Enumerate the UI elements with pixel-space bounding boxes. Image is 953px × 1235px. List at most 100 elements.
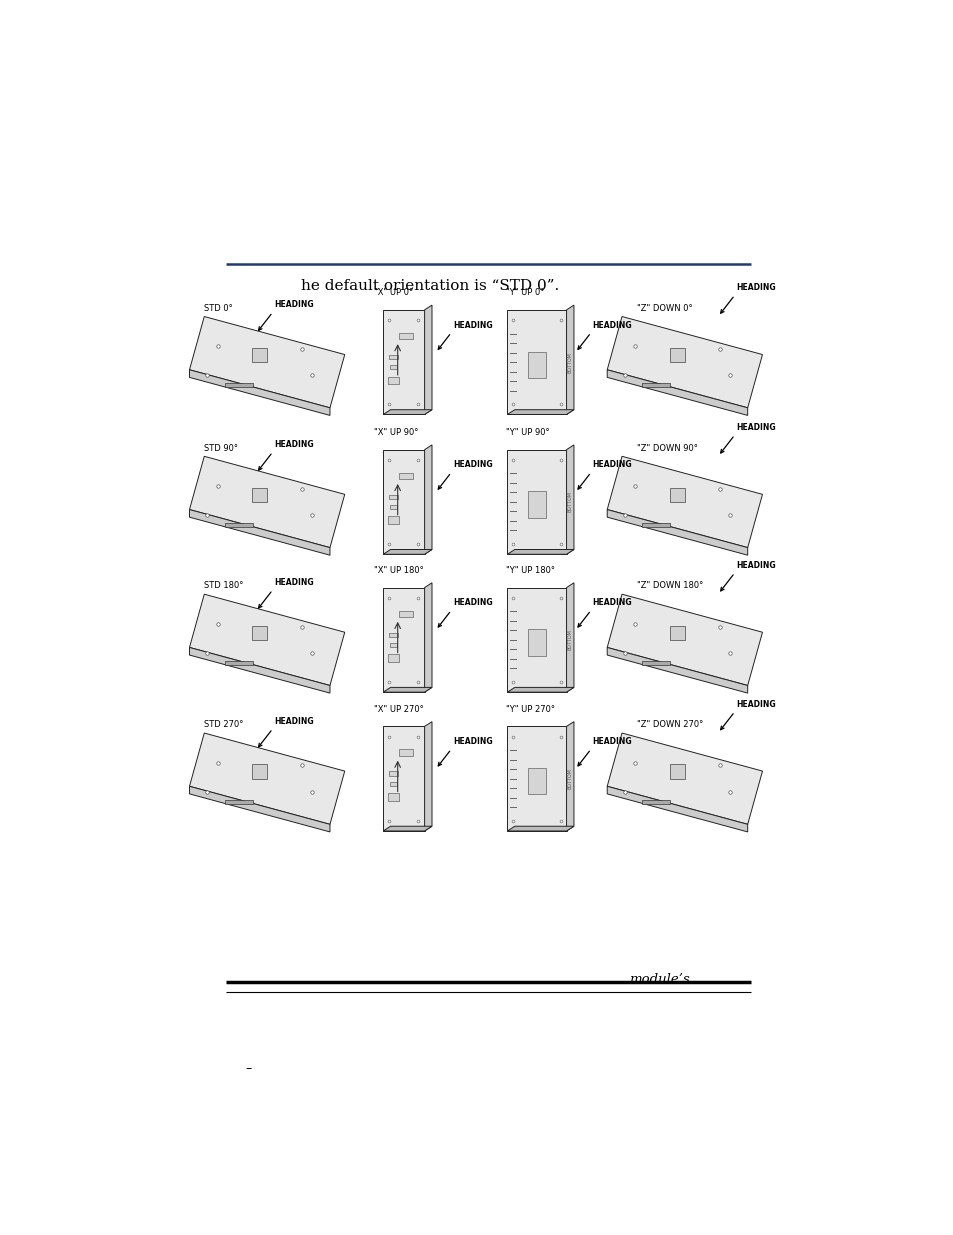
Bar xyxy=(389,772,397,776)
Polygon shape xyxy=(252,488,267,501)
Text: –: – xyxy=(245,1062,252,1076)
Polygon shape xyxy=(224,800,253,804)
Polygon shape xyxy=(606,734,761,824)
Text: "Z" DOWN 180°: "Z" DOWN 180° xyxy=(637,582,702,590)
Text: HEADING: HEADING xyxy=(736,561,775,569)
Bar xyxy=(390,366,396,369)
Text: HEADING: HEADING xyxy=(274,716,314,726)
Polygon shape xyxy=(224,383,253,388)
Text: "Z" DOWN 0°: "Z" DOWN 0° xyxy=(637,304,692,312)
Polygon shape xyxy=(669,764,684,779)
Polygon shape xyxy=(507,550,574,555)
Text: module’s: module’s xyxy=(628,973,689,986)
Polygon shape xyxy=(383,688,432,692)
Polygon shape xyxy=(424,721,432,831)
Polygon shape xyxy=(507,688,574,692)
Polygon shape xyxy=(566,305,574,415)
Polygon shape xyxy=(224,524,253,527)
Text: "Y" UP 270°: "Y" UP 270° xyxy=(505,705,555,714)
Polygon shape xyxy=(190,647,330,693)
Polygon shape xyxy=(641,661,670,666)
Bar xyxy=(528,352,545,378)
Polygon shape xyxy=(424,305,432,415)
Polygon shape xyxy=(566,721,574,831)
Text: "X" UP 180°: "X" UP 180° xyxy=(374,566,424,576)
Polygon shape xyxy=(606,316,761,408)
Bar xyxy=(398,750,413,756)
Bar xyxy=(528,768,545,794)
Polygon shape xyxy=(190,734,344,824)
Polygon shape xyxy=(507,826,574,831)
Text: HEADING: HEADING xyxy=(453,461,492,469)
Polygon shape xyxy=(606,647,747,693)
Text: BOTTOM: BOTTOM xyxy=(567,768,572,789)
Polygon shape xyxy=(424,583,432,692)
Text: "X" UP 0°: "X" UP 0° xyxy=(374,289,413,298)
Polygon shape xyxy=(606,594,761,685)
Text: HEADING: HEADING xyxy=(453,737,492,746)
Polygon shape xyxy=(224,661,253,666)
Polygon shape xyxy=(190,316,344,408)
Text: STD 270°: STD 270° xyxy=(204,720,243,729)
Polygon shape xyxy=(507,726,566,831)
Bar xyxy=(390,643,396,647)
Polygon shape xyxy=(383,826,432,831)
Text: HEADING: HEADING xyxy=(274,440,314,450)
Text: HEADING: HEADING xyxy=(736,283,775,293)
Text: "Y" UP 90°: "Y" UP 90° xyxy=(505,429,549,437)
Bar xyxy=(390,505,396,509)
Polygon shape xyxy=(669,488,684,501)
Text: HEADING: HEADING xyxy=(592,321,632,330)
Bar xyxy=(398,610,413,616)
Bar xyxy=(388,655,398,662)
Polygon shape xyxy=(606,369,747,415)
Polygon shape xyxy=(190,787,330,832)
Text: STD 0°: STD 0° xyxy=(204,304,233,312)
Bar xyxy=(398,333,413,340)
Text: he default orientation is “STD 0”.: he default orientation is “STD 0”. xyxy=(300,279,558,293)
Polygon shape xyxy=(383,550,432,555)
Bar xyxy=(389,632,397,637)
Text: HEADING: HEADING xyxy=(453,321,492,330)
Polygon shape xyxy=(507,410,574,415)
Polygon shape xyxy=(606,456,761,547)
Polygon shape xyxy=(641,383,670,388)
Polygon shape xyxy=(383,450,424,555)
Bar xyxy=(389,354,397,359)
Text: HEADING: HEADING xyxy=(592,461,632,469)
Bar xyxy=(398,473,413,479)
Text: HEADING: HEADING xyxy=(736,700,775,709)
Text: "X" UP 90°: "X" UP 90° xyxy=(374,429,418,437)
Polygon shape xyxy=(641,800,670,804)
Polygon shape xyxy=(669,626,684,640)
Polygon shape xyxy=(252,626,267,640)
Polygon shape xyxy=(566,583,574,692)
Polygon shape xyxy=(190,456,344,547)
Bar xyxy=(388,377,398,384)
Text: "Z" DOWN 270°: "Z" DOWN 270° xyxy=(637,720,702,729)
Polygon shape xyxy=(190,369,330,415)
Polygon shape xyxy=(252,764,267,779)
Text: "Y" UP 0°: "Y" UP 0° xyxy=(505,289,544,298)
Polygon shape xyxy=(507,450,566,555)
Polygon shape xyxy=(669,348,684,362)
Polygon shape xyxy=(606,510,747,556)
Polygon shape xyxy=(190,510,330,556)
Polygon shape xyxy=(507,310,566,415)
Polygon shape xyxy=(383,588,424,692)
Polygon shape xyxy=(566,445,574,555)
Bar xyxy=(388,793,398,802)
Text: STD 180°: STD 180° xyxy=(204,582,243,590)
Polygon shape xyxy=(252,348,267,362)
Polygon shape xyxy=(383,310,424,415)
Text: BOTTOM: BOTTOM xyxy=(567,630,572,651)
Polygon shape xyxy=(424,445,432,555)
Text: HEADING: HEADING xyxy=(274,578,314,587)
Text: HEADING: HEADING xyxy=(592,598,632,608)
Text: HEADING: HEADING xyxy=(453,598,492,608)
Polygon shape xyxy=(507,588,566,692)
Bar xyxy=(388,516,398,524)
Bar xyxy=(389,495,397,499)
Bar xyxy=(528,492,545,517)
Polygon shape xyxy=(190,594,344,685)
